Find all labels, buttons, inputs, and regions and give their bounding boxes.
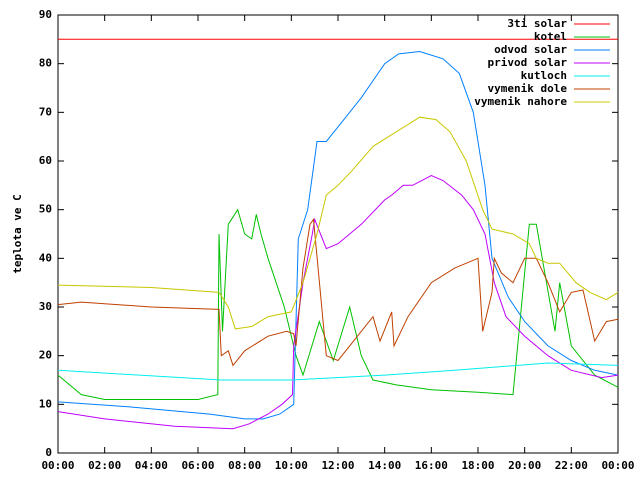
legend-label: odvod solar <box>494 43 567 56</box>
legend-label: vymenik dole <box>488 82 568 95</box>
y-tick-label: 10 <box>39 397 52 410</box>
y-tick-label: 0 <box>45 446 52 459</box>
y-tick-label: 30 <box>39 300 52 313</box>
line <box>57 208 619 400</box>
legend-label: 3ti solar <box>507 17 567 30</box>
y-axis-label: teplota ve C <box>11 194 24 273</box>
x-tick-label: 16:00 <box>415 459 448 472</box>
legend-label: vymenik nahore <box>474 95 567 108</box>
line <box>57 175 619 430</box>
x-tick-label: 00:00 <box>601 459 634 472</box>
line <box>57 116 619 330</box>
x-tick-label: 02:00 <box>88 459 121 472</box>
x-tick-label: 20:00 <box>508 459 541 472</box>
y-tick-label: 20 <box>39 349 52 362</box>
line <box>57 50 619 420</box>
line <box>57 362 619 381</box>
x-tick-label: 10:00 <box>275 459 308 472</box>
x-tick-label: 14:00 <box>368 459 401 472</box>
x-tick-label: 18:00 <box>461 459 494 472</box>
x-tick-label: 22:00 <box>555 459 588 472</box>
y-tick-label: 60 <box>39 154 52 167</box>
y-tick-label: 90 <box>39 8 52 21</box>
x-tick-label: 06:00 <box>181 459 214 472</box>
x-tick-label: 08:00 <box>228 459 261 472</box>
y-tick-label: 80 <box>39 57 52 70</box>
legend-label: kutloch <box>521 69 567 82</box>
x-tick-label: 04:00 <box>135 459 168 472</box>
y-tick-label: 50 <box>39 203 52 216</box>
legend-label: kotel <box>534 30 567 43</box>
x-tick-label: 00:00 <box>41 459 74 472</box>
legend-label: privod solar <box>488 56 568 69</box>
line <box>57 218 619 367</box>
x-tick-label: 12:00 <box>321 459 354 472</box>
y-tick-label: 40 <box>39 251 52 264</box>
y-tick-label: 70 <box>39 105 52 118</box>
